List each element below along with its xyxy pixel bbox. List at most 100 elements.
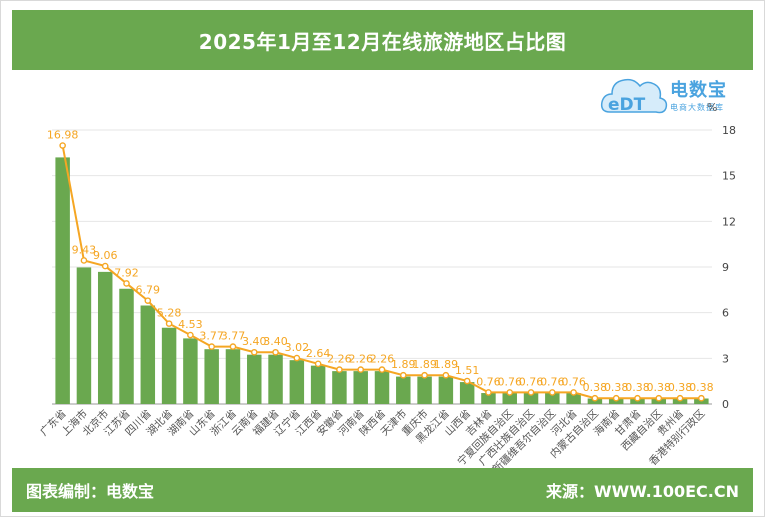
data-label: 0.76 bbox=[476, 375, 501, 388]
bar bbox=[55, 157, 70, 404]
line-point bbox=[378, 366, 386, 373]
data-label: 3.77 bbox=[199, 330, 224, 343]
data-label: 0.38 bbox=[604, 381, 629, 394]
bar bbox=[310, 365, 326, 404]
line-point bbox=[442, 371, 450, 379]
data-label: 5.28 bbox=[157, 307, 182, 320]
line-point bbox=[655, 394, 663, 402]
line-point bbox=[123, 280, 130, 287]
data-label: 2.26 bbox=[348, 353, 373, 366]
bar bbox=[119, 288, 134, 404]
line-point bbox=[336, 366, 343, 373]
line-point bbox=[399, 371, 407, 379]
data-label: 1.51 bbox=[455, 364, 480, 377]
line-point bbox=[165, 320, 173, 327]
data-label: 16.98 bbox=[47, 129, 79, 142]
line-point bbox=[676, 394, 684, 402]
line-point bbox=[527, 389, 535, 396]
data-label: 3.02 bbox=[285, 341, 310, 354]
line-point bbox=[272, 348, 279, 356]
bar bbox=[76, 267, 92, 404]
line-point bbox=[612, 394, 620, 402]
line-point bbox=[144, 297, 152, 304]
data-label: 9.06 bbox=[93, 249, 118, 262]
data-label: 0.76 bbox=[519, 375, 544, 388]
y-tick-label: 15 bbox=[722, 170, 736, 183]
bar bbox=[353, 371, 368, 404]
bar bbox=[332, 371, 347, 404]
line-point bbox=[421, 371, 428, 379]
data-label: 0.76 bbox=[561, 375, 586, 388]
data-label: 2.26 bbox=[370, 353, 395, 366]
bar bbox=[374, 371, 390, 404]
footer-credit: 图表编制：电数宝 bbox=[26, 482, 155, 501]
y-tick-label: 0 bbox=[722, 398, 729, 411]
line-point bbox=[485, 389, 492, 396]
bar bbox=[247, 354, 262, 404]
line-point bbox=[634, 394, 641, 402]
bar bbox=[268, 354, 283, 404]
line-point bbox=[506, 389, 514, 396]
bar bbox=[438, 376, 454, 404]
data-label: 1.89 bbox=[412, 358, 437, 371]
data-label: 0.76 bbox=[497, 375, 522, 388]
data-label: 0.38 bbox=[668, 381, 693, 394]
y-tick-label: 9 bbox=[722, 261, 729, 274]
data-label: 4.53 bbox=[178, 318, 203, 331]
data-label: 0.76 bbox=[540, 375, 565, 388]
bar bbox=[481, 393, 496, 404]
line-point bbox=[80, 257, 88, 264]
line-point bbox=[314, 360, 322, 368]
y-tick-label: 6 bbox=[722, 307, 729, 320]
line-point bbox=[101, 262, 109, 270]
bar bbox=[459, 382, 475, 404]
bar bbox=[161, 327, 177, 404]
data-label: 3.40 bbox=[242, 335, 267, 348]
bar bbox=[183, 338, 198, 404]
chart-title: 2025年1月至12月在线旅游地区占比图 bbox=[198, 29, 567, 54]
title-banner: 2025年1月至12月在线旅游地区占比图 bbox=[12, 10, 753, 70]
data-label: 3.40 bbox=[263, 335, 288, 348]
bar bbox=[204, 349, 219, 404]
line-point bbox=[250, 348, 258, 356]
data-label: 1.89 bbox=[434, 358, 459, 371]
data-label: 3.77 bbox=[221, 330, 246, 343]
line-point bbox=[357, 366, 365, 373]
logo-subtitle: 电商大数据库 bbox=[670, 103, 724, 112]
line-point bbox=[208, 343, 215, 350]
line-point bbox=[570, 389, 577, 396]
footer-source: 来源：WWW.100EC.CN bbox=[545, 482, 739, 501]
line-point bbox=[229, 343, 237, 350]
data-label: 0.38 bbox=[583, 381, 608, 394]
bar bbox=[289, 360, 305, 404]
line-point bbox=[463, 377, 471, 385]
y-tick-label: 12 bbox=[722, 215, 736, 228]
bar bbox=[523, 393, 539, 404]
bar bbox=[502, 393, 517, 404]
cloud-logo-icon: eDT bbox=[600, 78, 668, 115]
data-label: 0.38 bbox=[625, 381, 650, 394]
line-point bbox=[293, 354, 301, 362]
data-label: 6.79 bbox=[136, 284, 161, 297]
footer-banner: 图表编制：电数宝 来源：WWW.100EC.CN bbox=[12, 468, 753, 512]
line-point bbox=[187, 331, 194, 339]
data-label: 9.43 bbox=[72, 243, 97, 256]
bar bbox=[140, 305, 156, 404]
bar bbox=[225, 349, 241, 404]
bar bbox=[417, 376, 432, 404]
data-label: 7.92 bbox=[114, 266, 139, 279]
logo-name: 电数宝 bbox=[670, 80, 727, 101]
bar bbox=[97, 271, 113, 404]
bar bbox=[396, 376, 411, 404]
line-point bbox=[698, 394, 705, 402]
data-label: 0.38 bbox=[689, 381, 714, 394]
bar bbox=[566, 393, 581, 404]
line-point bbox=[591, 394, 599, 402]
logo-mark: eDT bbox=[608, 95, 646, 115]
data-label: 2.26 bbox=[327, 353, 352, 366]
line-point bbox=[549, 389, 556, 396]
data-label: 2.64 bbox=[306, 347, 331, 360]
y-tick-label: 3 bbox=[722, 352, 729, 365]
bar bbox=[545, 393, 560, 404]
data-label: 0.38 bbox=[647, 381, 672, 394]
